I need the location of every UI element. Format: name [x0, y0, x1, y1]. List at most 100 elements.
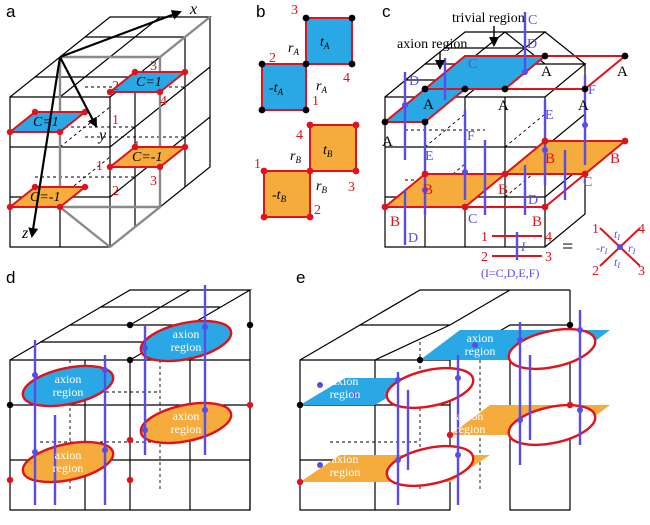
panel-e-region-labels: axion region axion region axion region a… — [330, 331, 496, 479]
region-label: axion — [173, 327, 200, 341]
label-C: C — [583, 175, 592, 190]
region-label: region — [171, 422, 202, 436]
num: 4 — [545, 230, 552, 245]
panel-c-CDEF-labels: D C D C F F E E C D D C — [408, 13, 596, 246]
num: 1 — [312, 94, 319, 109]
num: 2 — [112, 79, 119, 94]
label-E: E — [545, 108, 554, 123]
region-label: region — [171, 340, 202, 354]
panel-c-orange-1 — [385, 174, 505, 207]
plaquette-mtB — [264, 171, 310, 217]
num: 2 — [269, 51, 276, 66]
legend-sub: I — [616, 233, 620, 242]
svg-text:rI: rI — [628, 241, 636, 256]
label-C: C — [528, 13, 537, 28]
panel-e-black-dots — [296, 321, 574, 409]
tB-label: t — [323, 143, 328, 158]
legend-sub: I — [604, 247, 608, 256]
svg-text:rA: rA — [316, 79, 327, 95]
legend-mr: -r — [596, 241, 605, 255]
region-label: axion — [332, 452, 359, 466]
panel-e-red-dots — [296, 401, 574, 486]
num: 1 — [254, 157, 261, 172]
panel-d-orange-ellipse-2 — [139, 401, 233, 445]
svg-text:-tB: -tB — [272, 188, 287, 204]
label-F: F — [467, 129, 475, 144]
z-axis-arrow — [28, 56, 62, 238]
legend-t: t — [614, 227, 618, 241]
region-label: axion — [55, 372, 82, 386]
mtB-label: -t — [272, 188, 282, 203]
svg-text:tB: tB — [323, 143, 333, 159]
plaquette-tA — [306, 18, 352, 64]
panel-c-violet-lines — [403, 12, 587, 245]
panel-a-red-dots — [6, 68, 189, 211]
axis-z-label: z — [21, 225, 29, 242]
panel-e: axion region axion region axion region a… — [296, 289, 610, 511]
panel-b-red-edges — [261, 17, 357, 218]
x-axis-arrow — [59, 10, 182, 59]
num: 4 — [638, 222, 645, 237]
label-B: B — [545, 151, 555, 167]
label-A: A — [617, 64, 628, 80]
panel-c-AB-labels: A A A A A A B B B B B B — [382, 64, 628, 230]
rB-label-2: r — [316, 179, 322, 194]
mtA-sub: A — [277, 87, 284, 97]
legend-set: (I=C,D,E,F) — [481, 266, 539, 280]
legend-I: I — [520, 239, 526, 254]
panel-d: axion region axion region axion region a… — [6, 285, 254, 511]
label-B: B — [390, 214, 400, 230]
label-A: A — [498, 98, 509, 114]
svg-text:-tA: -tA — [269, 81, 284, 97]
region-label: axion — [332, 374, 359, 388]
panel-c-legend: 1 4 2 3 I (I=C,D,E,F) = 1 4 2 3 tI tI -r… — [481, 222, 645, 280]
region-label: region — [53, 385, 84, 399]
panel-label-a: a — [6, 2, 16, 21]
label-A: A — [578, 98, 589, 114]
label-B: B — [423, 182, 433, 198]
num: 4 — [160, 94, 167, 109]
svg-text:tI: tI — [614, 255, 620, 270]
y-axis-arrow — [59, 56, 97, 128]
panel-b-red-dots — [260, 121, 360, 221]
legend-t: t — [614, 255, 618, 269]
panel-a: x y z C=1 C=1 C=-1 C=-1 2 3 1 4 1 4 2 3 — [6, 1, 212, 248]
axion-region-label: axion region — [397, 37, 467, 52]
num: 3 — [545, 250, 552, 265]
region-label: axion — [457, 409, 484, 423]
legend-sub: I — [632, 247, 636, 256]
tA-label: t — [320, 35, 325, 50]
axis-y-label: y — [97, 127, 107, 144]
panel-b-labels: tA -tA rA rA tB -tB rB rB — [269, 35, 333, 204]
rB-sub-2: B — [321, 185, 327, 195]
panel-label-b: b — [256, 2, 266, 21]
panel-e-blue-plaquette-1 — [300, 378, 420, 405]
chern-label-br: C=-1 — [132, 150, 162, 165]
panel-d-blue-ellipse-2 — [139, 319, 233, 363]
panel-d-red-dots — [6, 401, 254, 484]
region-label: axion — [467, 331, 494, 345]
panel-b: tA -tA rA rA tB -tB rB rB 3 2 4 1 4 1 3 … — [254, 3, 360, 221]
num: 3 — [150, 174, 157, 189]
num: 2 — [314, 203, 321, 218]
region-label: region — [330, 387, 361, 401]
rA-label-2: r — [316, 79, 322, 94]
num: 1 — [592, 222, 599, 237]
region-label: region — [53, 461, 84, 475]
panel-c-red-edges — [382, 55, 628, 208]
num: 3 — [291, 3, 298, 18]
num: 1 — [481, 230, 488, 245]
panel-a-hidden-edges — [35, 86, 185, 198]
label-D: D — [409, 74, 419, 89]
chern-label-bl: C=-1 — [30, 190, 60, 205]
legend-sub: I — [616, 261, 620, 270]
svg-text:rA: rA — [288, 41, 299, 57]
num: 3 — [638, 264, 645, 279]
num: 3 — [150, 59, 157, 74]
label-C: C — [468, 57, 477, 72]
rB-label-1: r — [290, 149, 296, 164]
panel-e-violet-dots — [317, 327, 583, 468]
panel-d-orange-ellipse-1 — [21, 440, 115, 484]
num: 2 — [112, 184, 119, 199]
panel-d-violet-lines — [33, 285, 207, 505]
